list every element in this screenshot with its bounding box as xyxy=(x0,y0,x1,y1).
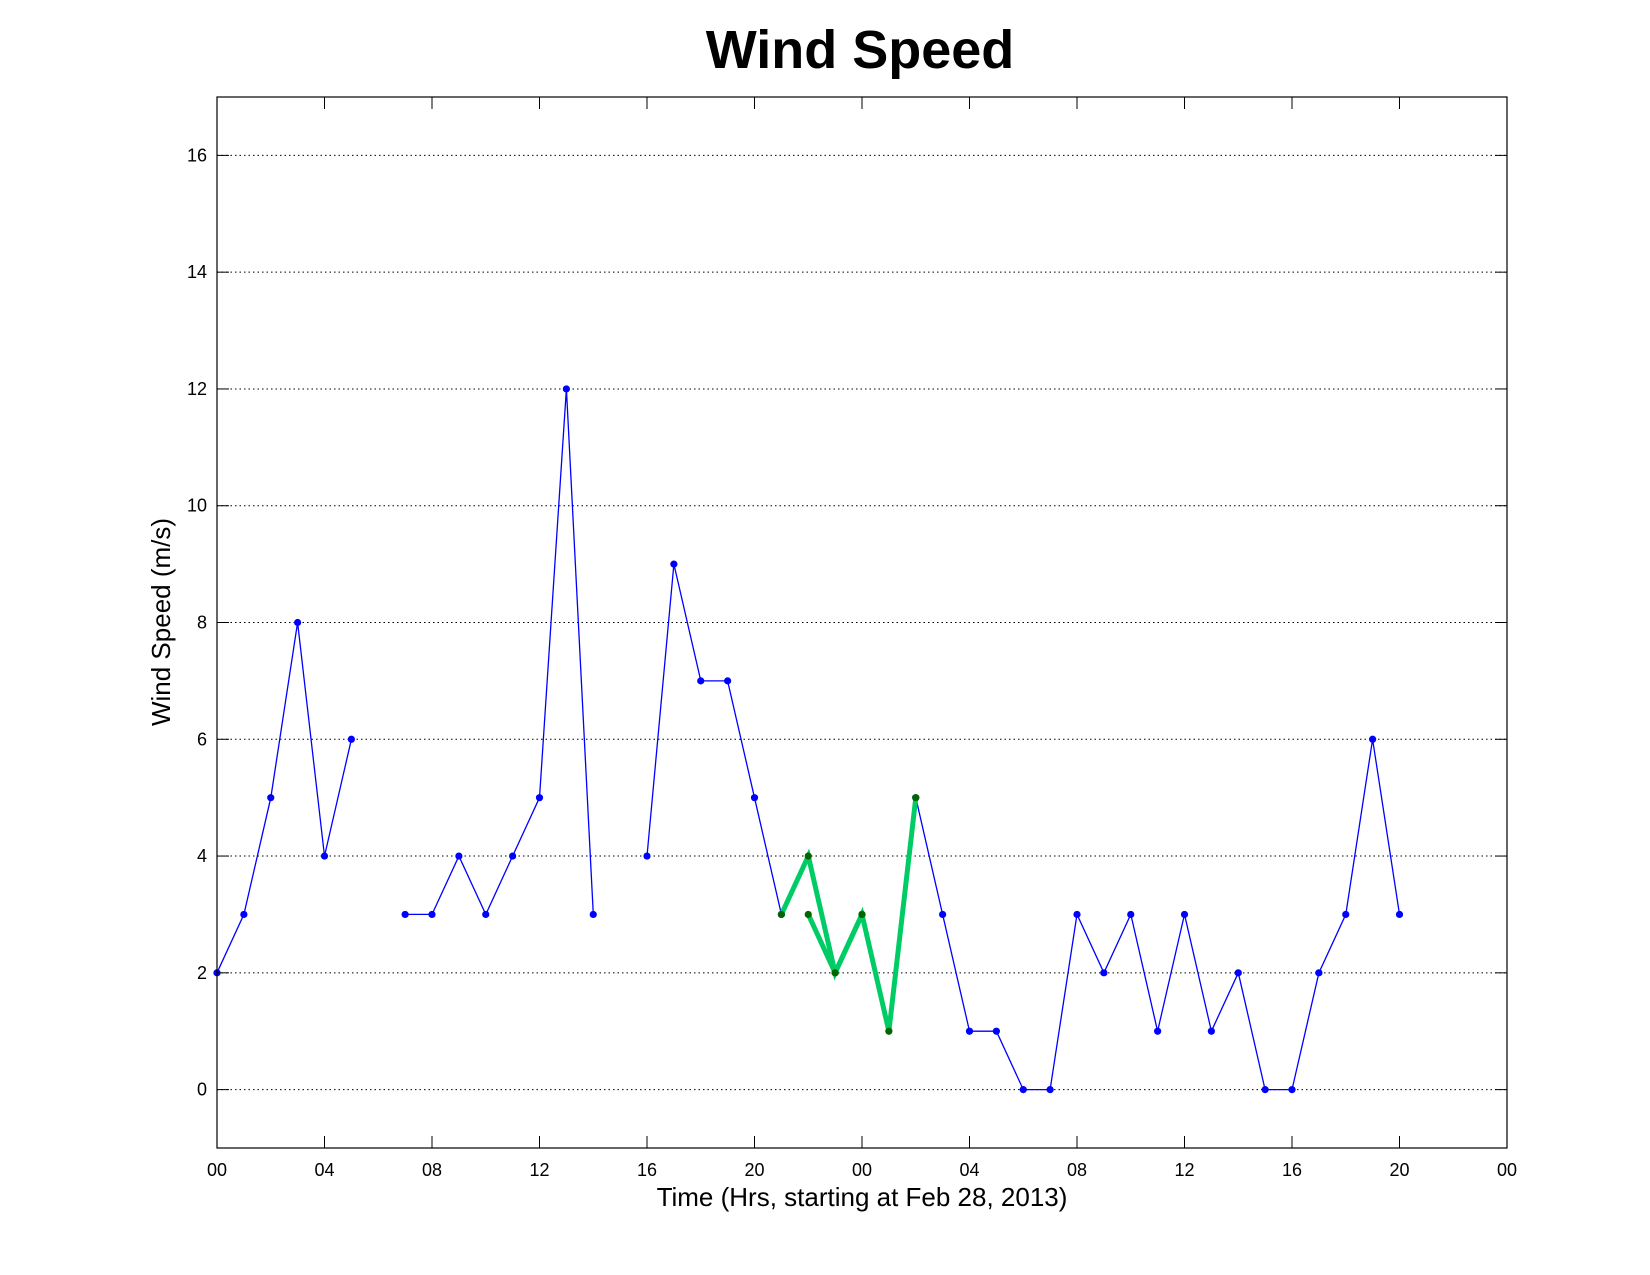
blue-series-point xyxy=(267,794,275,802)
blue-series-point xyxy=(1127,910,1135,919)
y-tick-label: 16 xyxy=(187,145,207,165)
blue-series-point xyxy=(535,794,544,802)
green-series-point xyxy=(804,910,812,919)
blue-series-point xyxy=(724,677,732,685)
blue-series-point xyxy=(1180,910,1189,919)
y-tick-label: 12 xyxy=(187,379,207,399)
blue-series-point xyxy=(1395,910,1404,919)
blue-series-point xyxy=(589,910,597,919)
blue-series-point xyxy=(750,794,759,802)
green-series-point xyxy=(804,852,812,860)
y-tick-label: 2 xyxy=(197,963,207,983)
x-tick-label: 12 xyxy=(1174,1160,1194,1180)
y-tick-label: 6 xyxy=(197,729,207,749)
x-tick-label: 20 xyxy=(744,1160,764,1180)
series-layer xyxy=(213,385,1404,1094)
blue-series-point xyxy=(1369,735,1377,743)
blue-series-line xyxy=(405,388,594,916)
y-tick-label: 10 xyxy=(187,496,207,516)
blue-series-point xyxy=(643,852,651,860)
blue-series-point xyxy=(1288,1086,1296,1094)
blue-series-line xyxy=(915,739,1401,1091)
x-tick-label: 04 xyxy=(314,1160,334,1180)
blue-series-point xyxy=(428,910,436,919)
y-axis-label: Wind Speed (m/s) xyxy=(146,518,176,726)
x-axis-label: Time (Hrs, starting at Feb 28, 2013) xyxy=(657,1182,1068,1212)
blue-series-point xyxy=(1154,1027,1162,1035)
x-tick-label: 04 xyxy=(959,1160,979,1180)
y-tick-label: 4 xyxy=(197,846,207,866)
x-tick-label: 08 xyxy=(1067,1160,1087,1180)
y-tick-label: 0 xyxy=(197,1080,207,1100)
green-series-point xyxy=(831,969,839,977)
blue-series-point xyxy=(482,910,490,919)
chart-title: Wind Speed xyxy=(706,20,1015,80)
grid-lines xyxy=(217,154,1507,1091)
blue-series-point xyxy=(509,852,517,860)
y-tick-label: 8 xyxy=(197,613,207,633)
green-series-point xyxy=(885,1027,893,1035)
blue-series-point xyxy=(1019,1086,1027,1094)
blue-series-point xyxy=(992,1027,1000,1035)
y-tick-label: 14 xyxy=(187,262,207,282)
x-tick-label: 00 xyxy=(207,1160,227,1180)
blue-series-point xyxy=(1261,1086,1269,1094)
blue-series-point xyxy=(347,735,355,743)
x-tick-label: 16 xyxy=(637,1160,657,1180)
green-series-point xyxy=(858,910,866,919)
blue-series-point xyxy=(1046,1086,1054,1094)
blue-series-point xyxy=(455,852,463,860)
blue-series-point xyxy=(1207,1027,1215,1035)
blue-series-point xyxy=(697,677,705,685)
blue-series-point xyxy=(401,910,409,919)
blue-series-point xyxy=(1342,910,1350,919)
blue-series-point xyxy=(320,852,329,860)
blue-series-point xyxy=(939,910,947,919)
blue-series-point xyxy=(1234,969,1242,977)
blue-series-point xyxy=(562,385,570,393)
green-series-point xyxy=(912,794,920,802)
blue-series-point xyxy=(240,910,248,919)
blue-series-point xyxy=(1100,969,1108,977)
x-tick-label: 00 xyxy=(1497,1160,1517,1180)
green-series-line xyxy=(779,848,865,981)
x-tick-label: 20 xyxy=(1389,1160,1409,1180)
x-tick-label: 00 xyxy=(852,1160,872,1180)
blue-series-point xyxy=(1315,969,1323,977)
blue-series-line xyxy=(216,622,353,974)
x-tick-label: 08 xyxy=(422,1160,442,1180)
blue-series-point xyxy=(965,1027,974,1035)
blue-series-point xyxy=(294,618,302,627)
blue-series-line xyxy=(646,563,783,915)
axis-ticks: 0 2 4 6 8 10 12 14 16 00 04 08 12 16 20 00 04 08 12 16 20 00 xyxy=(187,97,1517,1180)
blue-series-point xyxy=(1073,910,1081,919)
blue-series-point xyxy=(670,560,678,568)
green-series-point xyxy=(777,910,785,919)
x-tick-label: 16 xyxy=(1282,1160,1302,1180)
x-tick-label: 12 xyxy=(529,1160,549,1180)
